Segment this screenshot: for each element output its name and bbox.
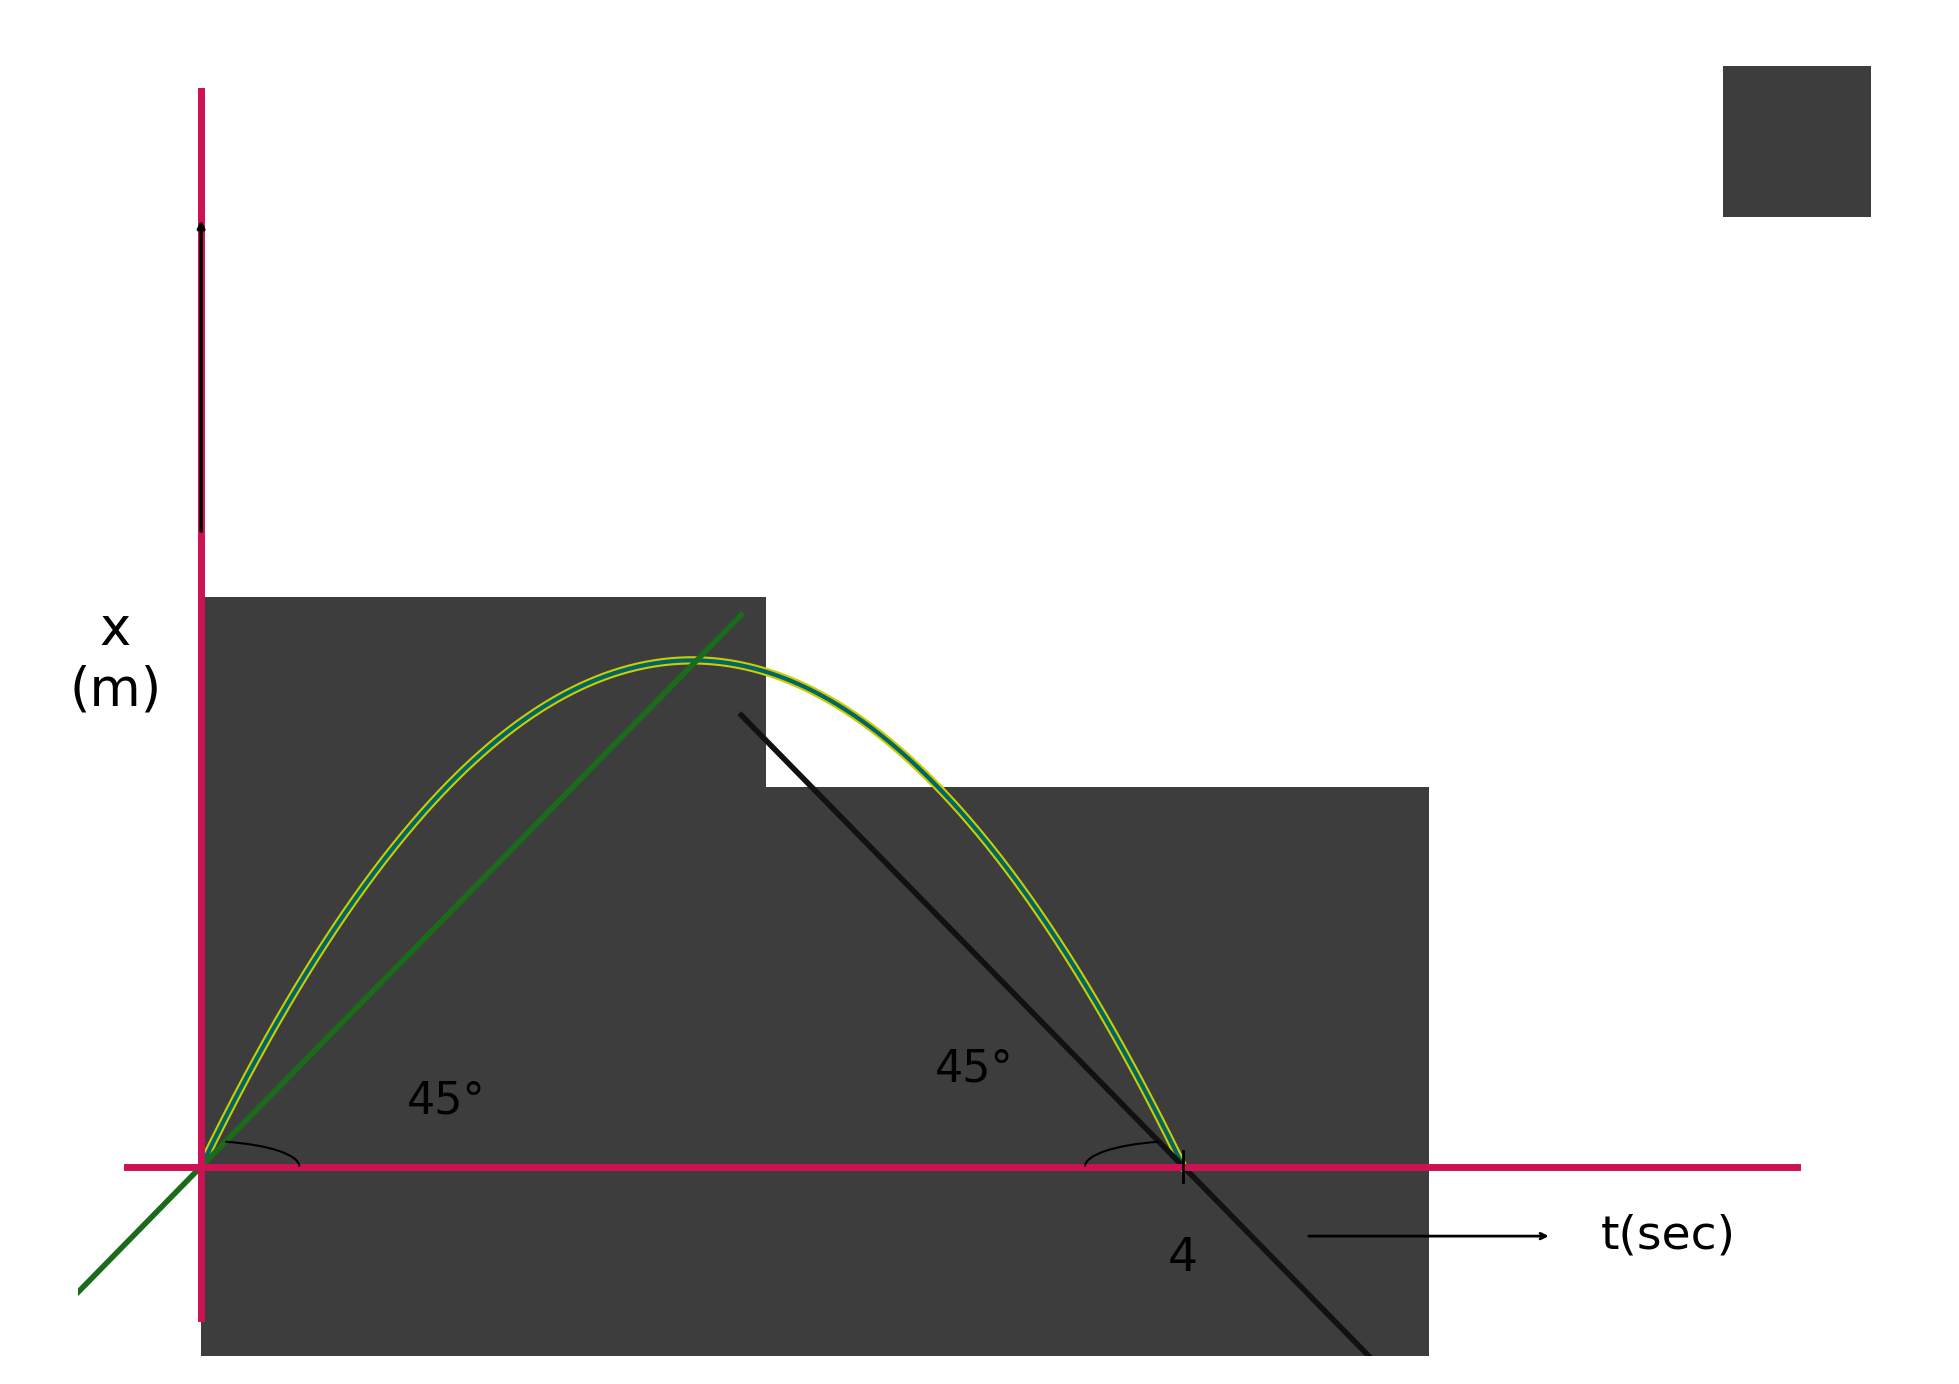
Text: 45°: 45° [407,1080,486,1122]
Text: x
(m): x (m) [69,605,161,717]
Text: t(sec): t(sec) [1601,1214,1736,1258]
Text: 45°: 45° [934,1048,1015,1091]
Bar [1724,65,1871,217]
Bar [766,787,1428,1356]
Text: 4: 4 [1168,1236,1199,1282]
Bar [202,597,766,1356]
